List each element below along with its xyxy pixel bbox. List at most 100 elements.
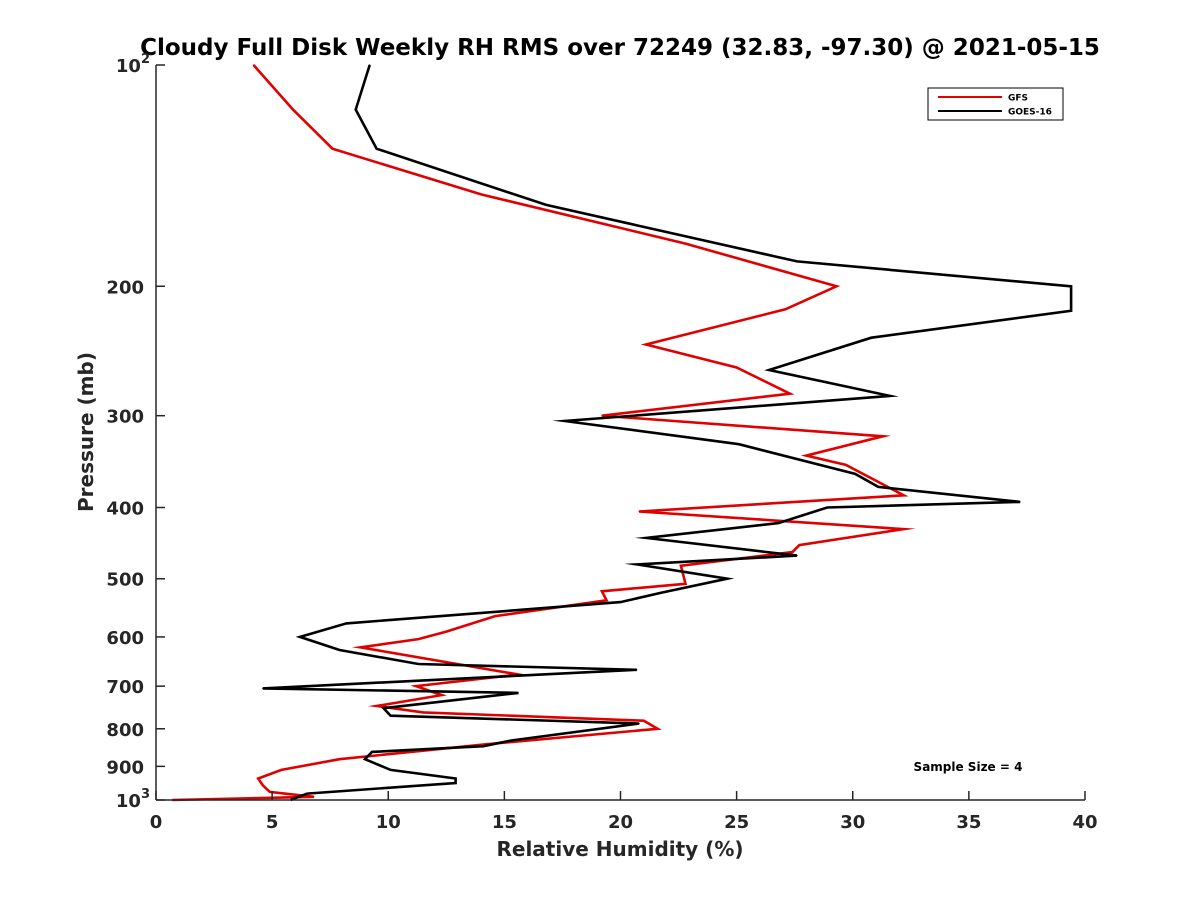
- data-point-gfs: [441, 694, 443, 696]
- series-layer: [171, 64, 1073, 802]
- y-tick-label: 700: [106, 677, 144, 698]
- sample-size-annotation: Sample Size = 4: [914, 760, 1023, 774]
- data-point-goes-16: [726, 578, 728, 580]
- data-point-gfs: [657, 728, 659, 730]
- data-point-goes-16: [889, 395, 891, 397]
- series-line-goes-16: [262, 64, 1073, 802]
- data-point-gfs: [494, 615, 496, 617]
- data-point-gfs: [835, 285, 838, 287]
- plot-area: 0 5 10 15 20 25 30 35 40 102 200 300 400 500 600 700 800…: [106, 52, 1097, 833]
- data-point-gfs: [601, 415, 603, 417]
- legend-box: [927, 87, 1064, 121]
- data-point-goes-16: [545, 204, 547, 206]
- data-point-gfs: [445, 631, 447, 633]
- legend-label-gfs: GFS: [1008, 94, 1028, 104]
- data-point-goes-16: [738, 443, 740, 445]
- x-tick-label: 40: [1072, 812, 1097, 833]
- data-point-gfs: [903, 494, 905, 496]
- data-point-goes-16: [768, 369, 770, 371]
- data-point-goes-16: [482, 745, 485, 747]
- data-point-gfs: [680, 565, 682, 567]
- data-point-gfs: [784, 308, 787, 310]
- data-point-gfs: [376, 705, 378, 707]
- data-point-goes-16: [870, 337, 872, 339]
- data-point-goes-16: [371, 751, 373, 753]
- x-axis-label: Relative Humidity (%): [496, 837, 743, 861]
- data-point-goes-16: [877, 486, 879, 488]
- data-point-goes-16: [338, 649, 341, 651]
- data-point-goes-16: [383, 707, 385, 709]
- data-point-goes-16: [390, 769, 392, 771]
- y-tick-label: 900: [106, 757, 144, 778]
- y-tick-label: 600: [106, 628, 144, 649]
- data-point-gfs: [638, 510, 640, 513]
- data-point-gfs: [805, 455, 807, 457]
- data-point-gfs: [331, 148, 334, 150]
- data-point-goes-16: [455, 782, 457, 784]
- x-tick-label: 30: [840, 812, 865, 833]
- data-point-goes-16: [262, 687, 264, 690]
- data-point-gfs: [252, 64, 255, 66]
- data-point-goes-16: [854, 473, 856, 475]
- data-point-gfs: [415, 685, 417, 687]
- data-point-gfs: [789, 393, 791, 395]
- x-tick-label: 10: [376, 812, 401, 833]
- data-point-gfs: [903, 528, 905, 530]
- data-point-goes-16: [636, 669, 638, 671]
- data-point-goes-16: [619, 601, 622, 603]
- data-point-goes-16: [510, 739, 512, 742]
- data-point-gfs: [338, 758, 341, 760]
- data-point-gfs: [269, 791, 271, 793]
- data-point-gfs: [313, 796, 315, 798]
- legend-label-goes-16: GOES-16: [1008, 108, 1052, 118]
- data-point-goes-16: [517, 692, 519, 694]
- x-tick-label: 35: [956, 812, 981, 833]
- y-tick-label: 200: [106, 277, 144, 298]
- x-tick-label: 0: [150, 812, 163, 833]
- data-point-goes-16: [796, 555, 798, 557]
- data-point-gfs: [480, 193, 482, 195]
- y-tick-label: 300: [106, 407, 144, 428]
- data-point-gfs: [684, 243, 687, 245]
- data-point-goes-16: [826, 506, 828, 509]
- data-point-goes-16: [364, 758, 366, 760]
- data-point-goes-16: [645, 537, 647, 539]
- data-point-goes-16: [661, 591, 663, 594]
- data-point-goes-16: [1019, 501, 1021, 503]
- data-point-gfs: [422, 711, 424, 714]
- data-point-goes-16: [777, 522, 780, 524]
- x-tick-label: 25: [724, 812, 749, 833]
- data-point-gfs: [684, 583, 687, 585]
- data-point-gfs: [606, 599, 608, 601]
- data-point-goes-16: [299, 636, 301, 638]
- legend: GFS GOES-16: [927, 87, 1064, 121]
- y-tick-label: 103: [116, 787, 150, 812]
- data-point-gfs: [280, 769, 282, 771]
- plot-background: [156, 65, 1085, 800]
- data-point-goes-16: [1070, 285, 1072, 287]
- data-point-goes-16: [355, 109, 357, 111]
- data-point-goes-16: [638, 722, 640, 725]
- data-point-goes-16: [455, 777, 457, 780]
- data-point-goes-16: [345, 622, 347, 625]
- data-point-goes-16: [1070, 310, 1072, 312]
- x-tick-label: 15: [492, 812, 517, 833]
- data-point-gfs: [736, 366, 738, 369]
- data-point-gfs: [601, 590, 603, 592]
- y-tick-label: 800: [106, 720, 144, 741]
- x-tick-label: 20: [608, 812, 633, 833]
- data-point-gfs: [845, 464, 847, 466]
- data-point-gfs: [798, 544, 800, 546]
- data-point-gfs: [882, 435, 884, 437]
- data-point-goes-16: [417, 663, 419, 665]
- data-point-gfs: [292, 109, 294, 111]
- data-point-gfs: [417, 638, 419, 640]
- data-point-goes-16: [564, 420, 566, 422]
- y-tick-label: 500: [106, 570, 144, 591]
- data-point-gfs: [645, 343, 647, 346]
- ticks-layer: 0 5 10 15 20 25 30 35 40 102 200 300 400 500 600 700 800…: [106, 52, 1097, 833]
- y-tick-label: 102: [116, 52, 150, 77]
- x-tick-label: 5: [266, 812, 279, 833]
- y-tick-label: 400: [106, 499, 144, 520]
